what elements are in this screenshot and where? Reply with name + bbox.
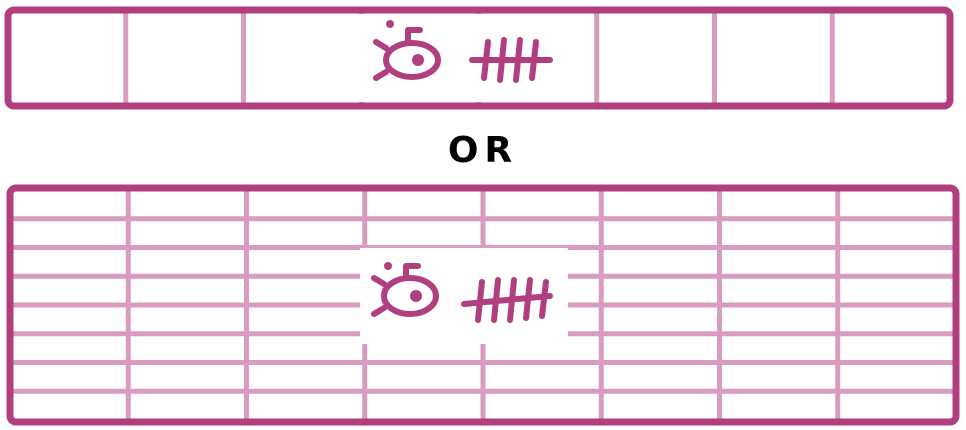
submarine-icon (373, 20, 441, 81)
fishbone-icon (469, 37, 553, 83)
top-strip-border (4, 6, 954, 110)
bottom-grid-block (6, 184, 960, 426)
fishbone-icon (461, 277, 553, 323)
top-strip (4, 6, 954, 110)
submarine-icon (371, 262, 439, 317)
or-separator: OR (447, 130, 519, 171)
bottom-grid-border (6, 184, 960, 426)
bottom-grid-lines (7, 187, 959, 423)
